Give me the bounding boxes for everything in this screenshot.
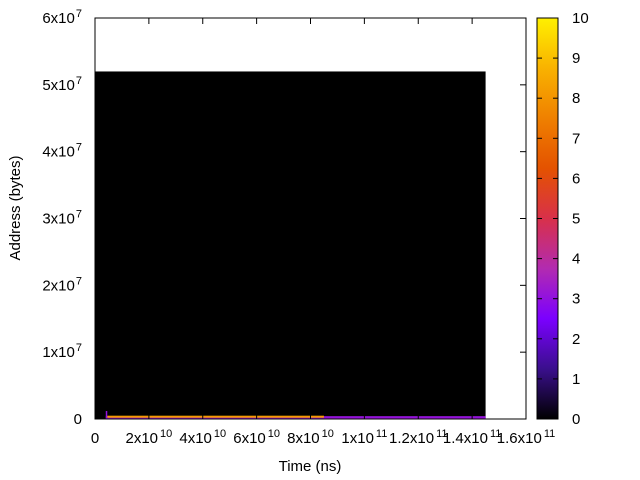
x-tick-label: 6x10 10 <box>233 428 280 447</box>
heatmap-strip-2 <box>323 416 486 418</box>
colorbar-tick-label: 6 <box>572 170 580 187</box>
colorbar-tick-label: 10 <box>572 10 589 27</box>
y-tick-label: 6x107 <box>42 8 82 27</box>
y-tick-label: 1x107 <box>42 342 82 361</box>
x-tick-label: 0 <box>91 430 99 447</box>
colorbar-tick-label: 3 <box>572 291 580 308</box>
colorbar-tick-label: 0 <box>572 411 580 428</box>
x-tick-label: 1.6x10 11 <box>497 428 555 447</box>
colorbar-tick-label: 9 <box>572 50 580 67</box>
x-tick-label: 1x10 11 <box>341 428 387 447</box>
colorbar-ticks: 0 1 2 3 4 5 6 7 8 9 10 <box>537 10 589 428</box>
x-tick-label: 1.2x10 11 <box>389 428 447 447</box>
colorbar-tick-label: 1 <box>572 371 580 388</box>
colorbar-tick-label: 4 <box>572 251 580 268</box>
y-axis-ticks: 0 1x107 2x107 3x107 4x107 5x107 6x107 <box>42 8 526 428</box>
heatmap-spike <box>105 410 108 419</box>
x-axis-label: Time (ns) <box>279 458 342 475</box>
colorbar-tick-label: 2 <box>572 331 580 348</box>
heatmap-layer <box>95 71 486 419</box>
x-axis-ticks: 0 2x10 10 4x10 10 6x10 10 8x10 10 1x10 11 1.2x10 111… <box>91 18 555 447</box>
colorbar-tick-label: 7 <box>572 130 580 147</box>
colorbar-tick-label: 8 <box>572 90 580 107</box>
x-tick-label: 8x10 10 <box>287 428 334 447</box>
plot-frame <box>94 17 527 420</box>
y-tick-label: 4x107 <box>42 142 82 161</box>
y-tick-label: 2x107 <box>42 275 82 294</box>
x-tick-label: 4x10 10 <box>179 428 226 447</box>
y-tick-label: 0 <box>74 411 82 428</box>
x-tick-label: 2x10 10 <box>125 428 172 447</box>
colorbar-tick-label: 5 <box>572 211 580 228</box>
y-tick-label: 3x107 <box>42 209 82 228</box>
y-tick-label: 5x107 <box>42 75 82 94</box>
x-tick-label: 1.4x10 11 <box>443 428 501 447</box>
heatmap-cell-block <box>95 71 486 419</box>
heatmap-strip-1 <box>107 415 324 418</box>
y-axis-label: Address (bytes) <box>7 155 24 260</box>
